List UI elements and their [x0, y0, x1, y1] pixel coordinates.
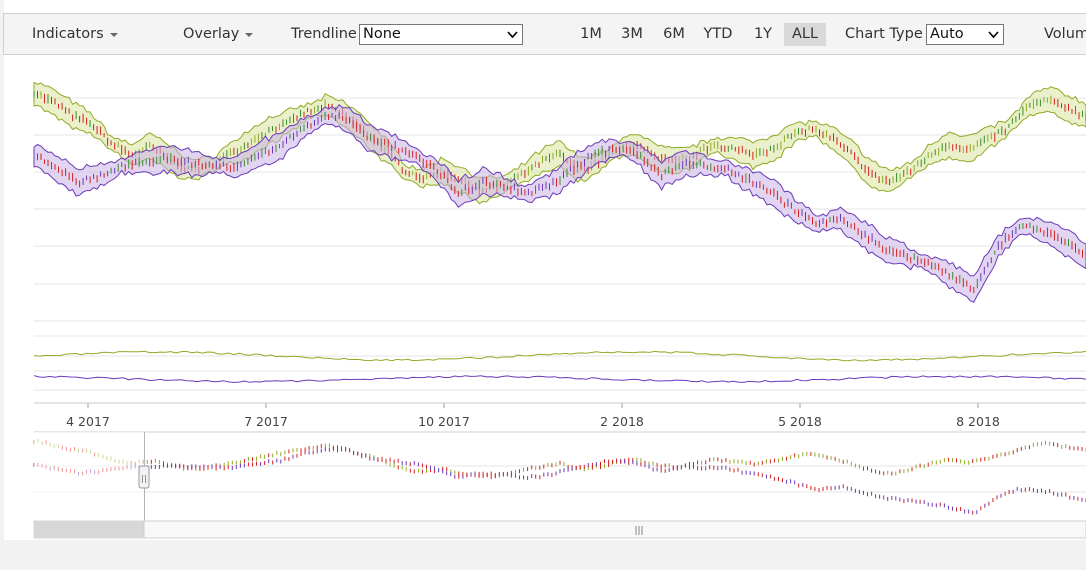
indicator-panel — [33, 350, 1086, 383]
overlay-menu[interactable]: Overlay — [183, 14, 254, 54]
range-button-1y[interactable]: 1Y — [753, 26, 773, 42]
navigator-handle-grip-icon: || — [141, 474, 146, 483]
indicator-line-green — [33, 350, 1086, 362]
range-button-3m[interactable]: 3M — [621, 26, 643, 42]
overlay-label: Overlay — [183, 26, 240, 42]
trendline-label: Trendline — [291, 26, 357, 42]
indicators-label: Indicators — [32, 26, 104, 42]
chart-type-label: Chart Type — [845, 26, 923, 42]
indicators-menu[interactable]: Indicators — [32, 14, 118, 54]
caret-down-icon — [109, 33, 118, 37]
navigator-background — [34, 432, 1086, 522]
caret-down-icon — [245, 33, 254, 37]
navigator-scrollbar-unselected — [34, 521, 144, 538]
navigator-left-handle[interactable] — [138, 465, 150, 489]
x-tick-label: 8 2018 — [956, 414, 1000, 429]
frame-edge — [0, 0, 4, 540]
main-plot[interactable] — [33, 81, 1086, 303]
range-button-6m[interactable]: 6M — [663, 26, 685, 42]
trendline-select[interactable]: None — [359, 24, 523, 45]
x-axis-labels: 4 2017 7 2017 10 2017 2 2018 5 2018 8 20… — [66, 414, 1000, 429]
x-tick-label: 5 2018 — [778, 414, 822, 429]
series-purple-band — [33, 103, 1086, 303]
chevron-down-icon — [507, 31, 518, 39]
x-tick-label: 10 2017 — [418, 414, 470, 429]
chevron-down-icon — [988, 31, 999, 39]
indicator-line-purple — [33, 375, 1086, 383]
trendline-select-value: None — [363, 26, 401, 42]
chart-type-select-value: Auto — [930, 26, 964, 42]
volume-menu[interactable]: Volum — [1044, 26, 1086, 42]
range-button-ytd[interactable]: YTD — [703, 26, 733, 42]
chart-type-select[interactable]: Auto — [926, 24, 1004, 45]
x-tick-label: 2 2018 — [600, 414, 644, 429]
x-tick-label: 4 2017 — [66, 414, 110, 429]
range-button-all[interactable]: ALL — [784, 23, 826, 46]
navigator-unselected-mask — [34, 432, 144, 520]
x-tick-label: 7 2017 — [244, 414, 288, 429]
navigator-panel[interactable]: || ||| — [33, 431, 1086, 539]
navigator-scrollbar-thumb[interactable] — [143, 520, 1086, 539]
scrollbar-grip-icon: ||| — [634, 526, 643, 536]
stock-chart: 4 2017 7 2017 10 2017 2 2018 5 2018 8 20… — [33, 81, 1086, 539]
chart-toolbar: Indicators Overlay Trendline None 1M 3M … — [3, 13, 1086, 55]
range-button-1m[interactable]: 1M — [580, 26, 602, 42]
navigator-plot — [33, 438, 1086, 515]
